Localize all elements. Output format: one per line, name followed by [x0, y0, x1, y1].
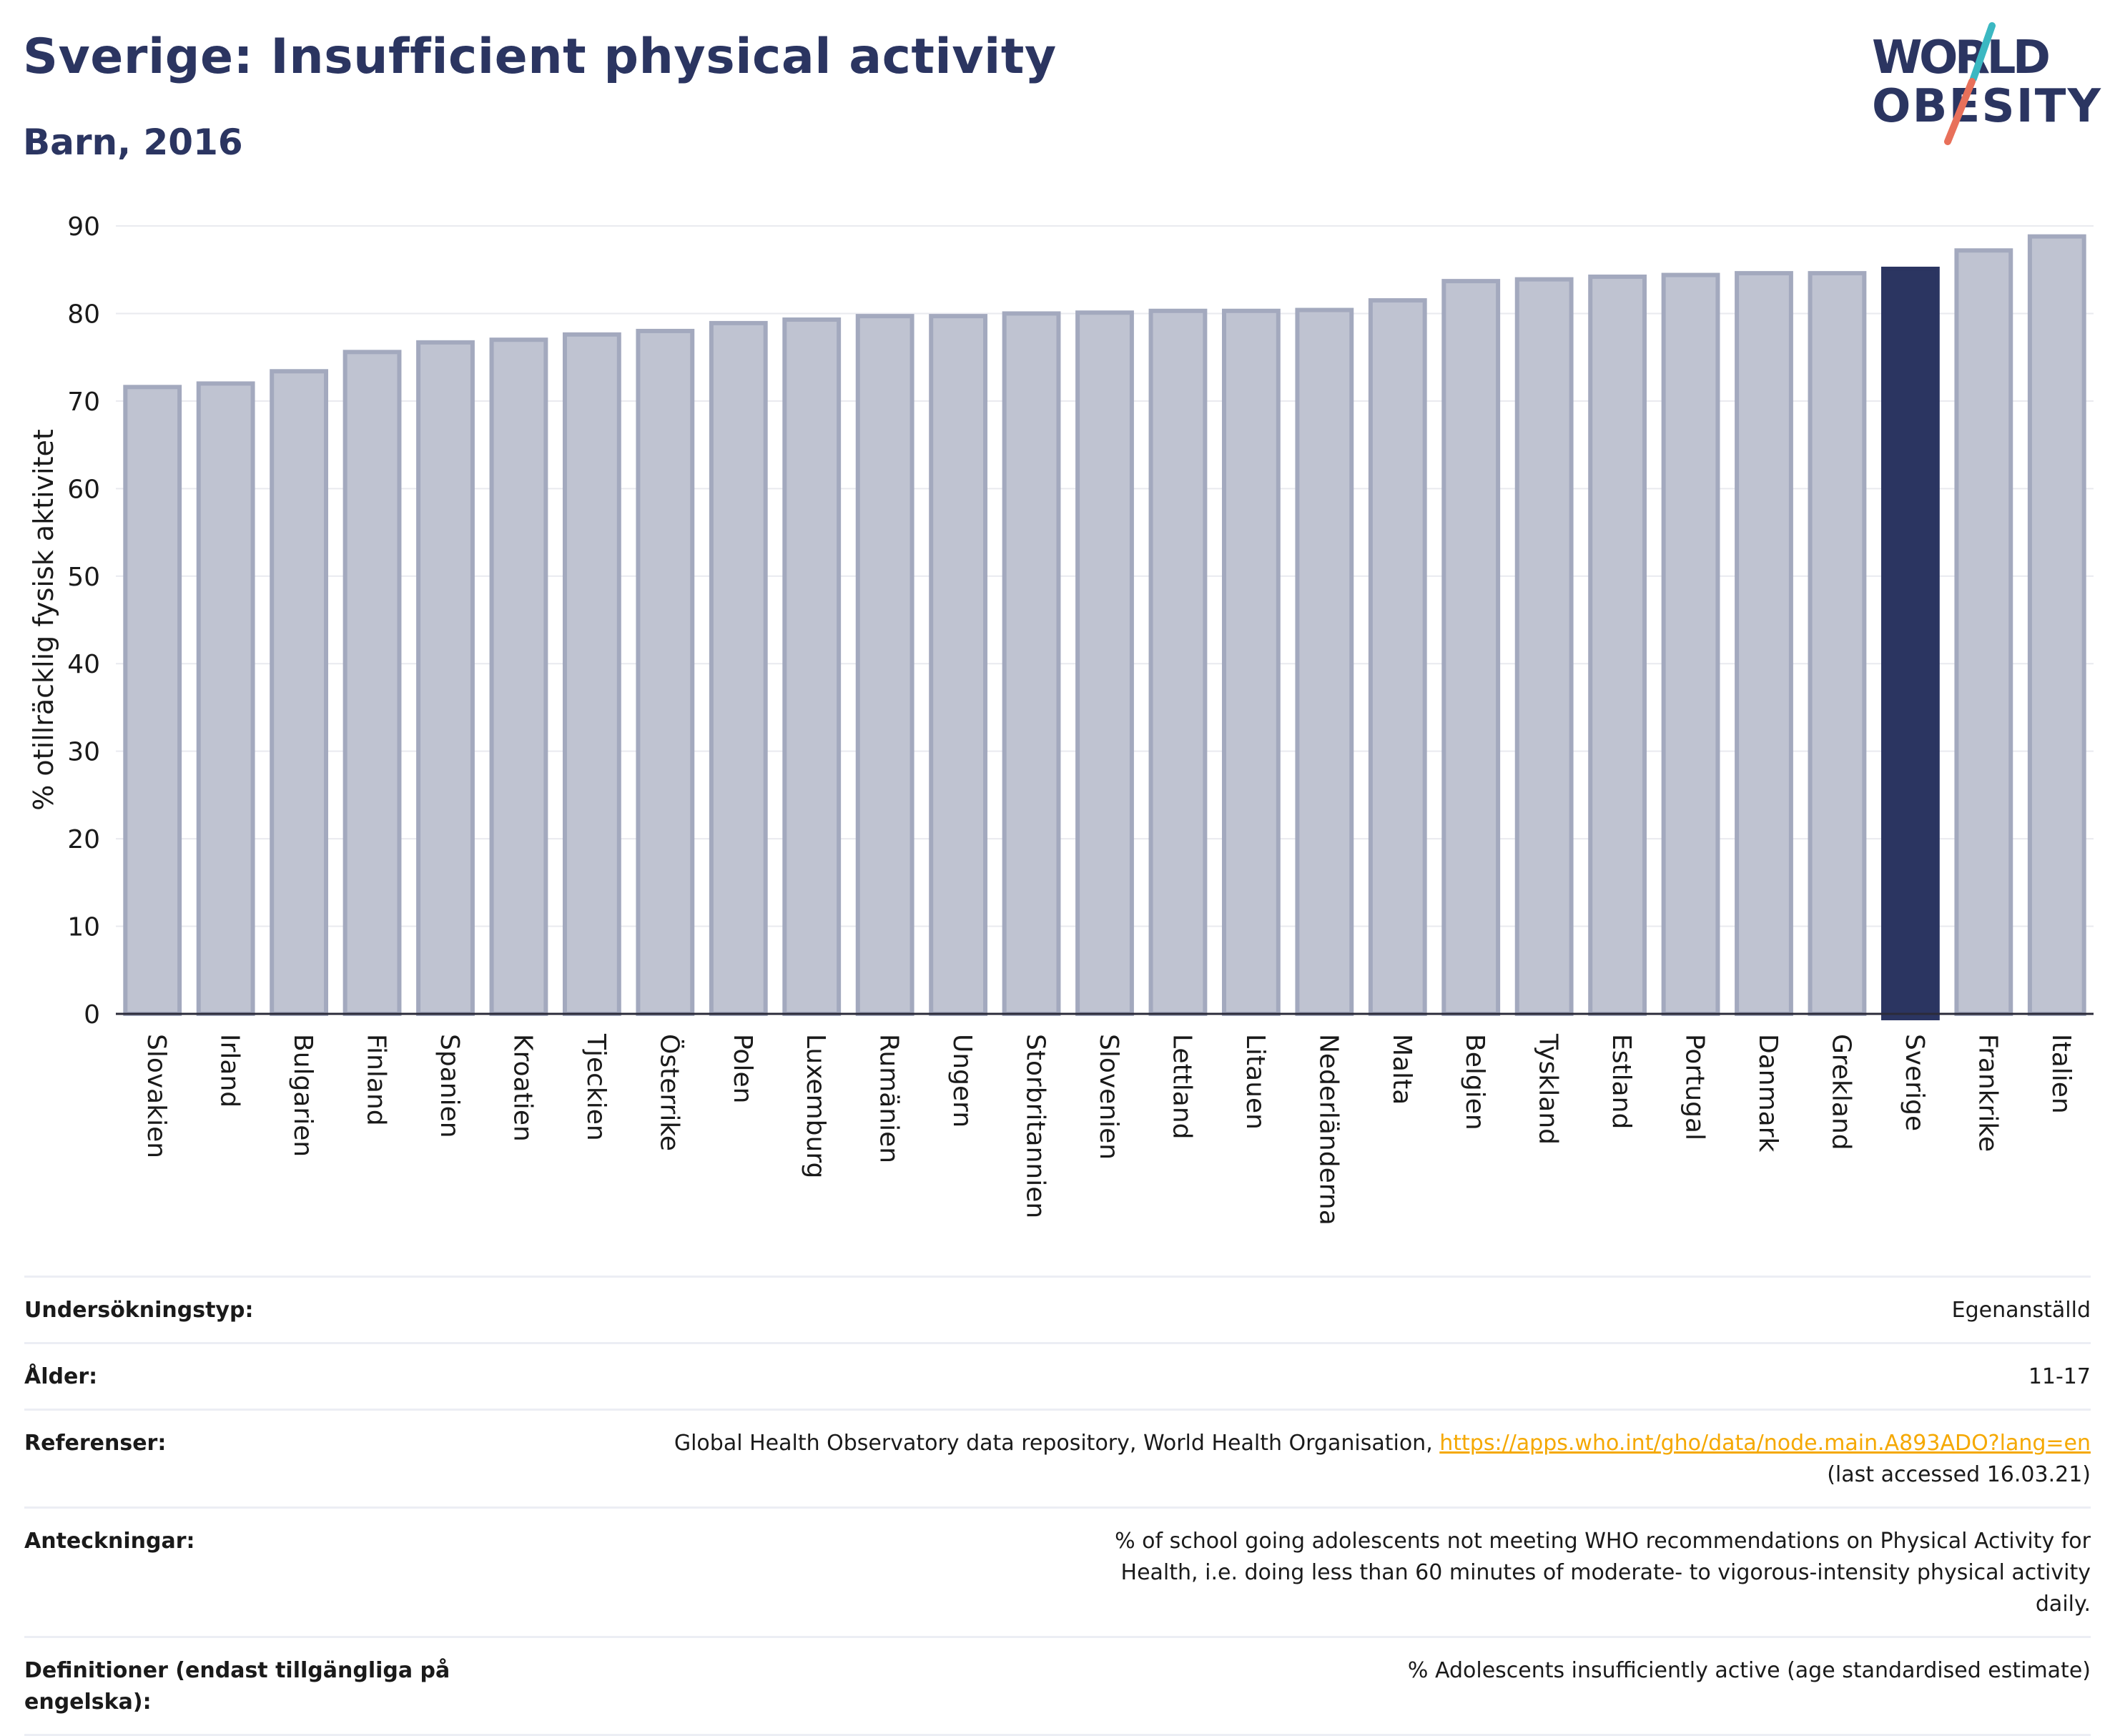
bar-lettland [1148, 308, 1208, 1016]
x-tick-label: Kroatien [508, 1034, 537, 1142]
bar-tjeckien [562, 332, 621, 1016]
bar-slovakien [123, 385, 182, 1016]
y-axis-label: % otillräcklig fysisk aktivitet [28, 429, 59, 811]
reference-link[interactable]: https://apps.who.int/gho/data/node.main.… [1439, 1431, 2091, 1456]
bar-italien [2027, 234, 2086, 1016]
y-tick-label: 60 [67, 475, 100, 504]
chart-title: Sverige: Insufficient physical activity [23, 29, 1057, 85]
x-tick-label: Slovenien [1094, 1034, 1123, 1160]
y-tick-label: 40 [67, 650, 100, 679]
x-tick-label: Tjeckien [581, 1033, 611, 1141]
bar-kroatien [489, 337, 548, 1016]
info-row-age: Ålder: 11-17 [24, 1342, 2091, 1409]
bar-danmark [1735, 271, 1793, 1016]
x-tick-label: Finland [362, 1034, 391, 1126]
logo-slash-bottom [1944, 78, 1976, 145]
bar-slovenien [1075, 310, 1134, 1017]
bar-portugal [1661, 272, 1720, 1017]
y-tick-label: 30 [67, 738, 100, 767]
info-label: Undersökningstyp: [24, 1298, 254, 1323]
y-tick-label: 70 [67, 388, 100, 417]
y-tick-label: 20 [67, 825, 100, 854]
bar-belgien [1441, 279, 1501, 1016]
bar-nederländerna [1295, 307, 1354, 1016]
info-row-survey-type: Undersökningstyp: Egenanställd [24, 1276, 2091, 1342]
chart-subtitle: Barn, 2016 [23, 122, 243, 163]
info-value: % of school going adolescents not meetin… [1115, 1529, 2091, 1617]
x-tick-label: Malta [1387, 1034, 1416, 1105]
x-tick-label: Lettland [1167, 1034, 1196, 1140]
bar-polen [709, 320, 768, 1016]
x-tick-label: Storbritannien [1021, 1034, 1050, 1218]
info-table: Undersökningstyp: Egenanställd Ålder: 11… [24, 1276, 2091, 1736]
x-tick-label: Litauen [1241, 1034, 1270, 1130]
info-label: Definitioner (endast tillgängliga på eng… [24, 1658, 450, 1715]
bar-frankrike [1954, 248, 2013, 1017]
info-value: 11-17 [2028, 1364, 2091, 1389]
x-tick-label: Danmark [1753, 1034, 1783, 1153]
bar-ungern [929, 314, 988, 1016]
bar-bulgarien [270, 369, 329, 1017]
x-tick-label: Frankrike [1973, 1034, 2002, 1152]
y-tick-label: 80 [67, 300, 100, 329]
reference-text: Global Health Observatory data repositor… [674, 1431, 1440, 1456]
x-tick-label: Italien [2046, 1034, 2076, 1114]
y-tick-label: 50 [67, 563, 100, 592]
x-tick-label: Estland [1607, 1034, 1636, 1129]
info-value: Global Health Observatory data repositor… [511, 1428, 2091, 1491]
x-tick-label: Spanien [435, 1034, 464, 1138]
bar-chart: 0 10 20 30 40 50 60 70 80 90 Slovakien Irland Bulga… [28, 212, 2094, 1225]
info-row-definitions: Definitioner (endast tillgängliga på eng… [24, 1636, 2091, 1736]
bar-sverige [1880, 266, 1940, 1020]
x-tick-label: Portugal [1680, 1034, 1710, 1140]
info-value: Egenanställd [1951, 1298, 2091, 1323]
info-label: Referenser: [24, 1431, 167, 1456]
y-axis-ticks: 0 10 20 30 40 50 60 70 80 90 [67, 212, 100, 1030]
x-tick-label: Österrike [654, 1034, 684, 1151]
x-axis-labels: Slovakien Irland Bulgarien Finland Spanien Kr… [142, 1033, 2076, 1225]
bar-grekland [1808, 271, 1867, 1016]
info-label: Ålder: [24, 1364, 98, 1389]
bar-estland [1588, 275, 1647, 1016]
x-tick-label: Nederländerna [1313, 1034, 1343, 1225]
info-value: % Adolescents insufficiently active (age… [1407, 1658, 2091, 1683]
y-tick-label: 0 [84, 1000, 100, 1030]
x-tick-label: Irland [215, 1034, 245, 1108]
x-tick-label: Slovakien [142, 1034, 171, 1158]
x-tick-label: Ungern [947, 1034, 977, 1128]
info-row-references: Referenser: Global Health Observatory da… [24, 1409, 2091, 1506]
logo-line1: WORLD [1872, 31, 2051, 84]
logo-line2: OBESITY [1872, 80, 2101, 133]
world-obesity-logo: WORLD OBESITY [1872, 22, 2101, 145]
info-row-notes: Anteckningar: % of school going adolesce… [24, 1506, 2091, 1636]
bars [123, 234, 2086, 1020]
bar-tyskland [1514, 277, 1574, 1016]
bar-rumänien [855, 314, 914, 1016]
x-tick-label: Tyskland [1534, 1033, 1563, 1145]
bar-storbritannien [1002, 311, 1061, 1016]
x-tick-label: Grekland [1826, 1034, 1855, 1150]
bar-irland [196, 381, 255, 1016]
y-tick-label: 90 [67, 212, 100, 242]
logo-slash-top [1970, 22, 1996, 82]
bar-malta [1368, 298, 1427, 1017]
reference-accessed: (last accessed 16.03.21) [1827, 1462, 2091, 1487]
bar-litauen [1221, 308, 1281, 1016]
bar-finland [342, 350, 402, 1016]
bar-spanien [416, 340, 475, 1016]
bar-luxemburg [782, 317, 842, 1016]
x-tick-label: Rumänien [874, 1034, 904, 1163]
bar-österrike [636, 328, 695, 1016]
info-label: Anteckningar: [24, 1529, 195, 1554]
x-tick-label: Polen [728, 1034, 757, 1103]
x-tick-label: Belgien [1460, 1034, 1489, 1130]
x-tick-label: Luxemburg [801, 1034, 830, 1178]
x-tick-label: Bulgarien [288, 1034, 317, 1157]
x-tick-label: Sverige [1900, 1034, 1929, 1131]
y-tick-label: 10 [67, 913, 100, 942]
